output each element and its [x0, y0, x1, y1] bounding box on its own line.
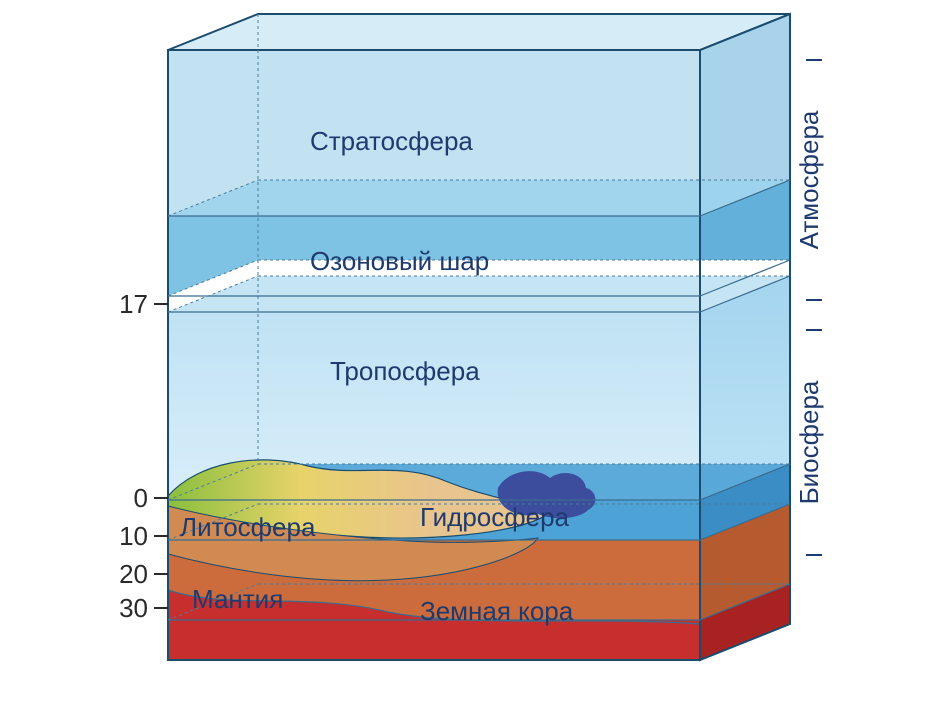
label-ozone: Озоновый шар [310, 246, 489, 276]
tick-label-4: 30 [119, 593, 148, 623]
tick-label-3: 20 [119, 559, 148, 589]
label-stratosphere: Стратосфера [310, 126, 473, 156]
cuboid-top-face [168, 14, 790, 50]
tick-label-0: 17 [119, 289, 148, 319]
ozone-top-face [168, 180, 790, 216]
label-mantle: Мантия [192, 584, 283, 614]
side-label-biosphere: Биосфера [794, 380, 824, 504]
tick-label-2: 10 [119, 521, 148, 551]
tropo-top-face [168, 276, 790, 312]
label-lithosphere: Литосфера [180, 512, 316, 542]
label-troposphere: Тропосфера [330, 356, 480, 386]
mantle-front [168, 620, 700, 660]
label-hydrosphere: Гидросфера [420, 502, 570, 532]
label-crust: Земная кора [420, 596, 574, 626]
tick-label-1: 0 [134, 483, 148, 513]
side-label-atmosphere: Атмосфера [794, 110, 824, 249]
